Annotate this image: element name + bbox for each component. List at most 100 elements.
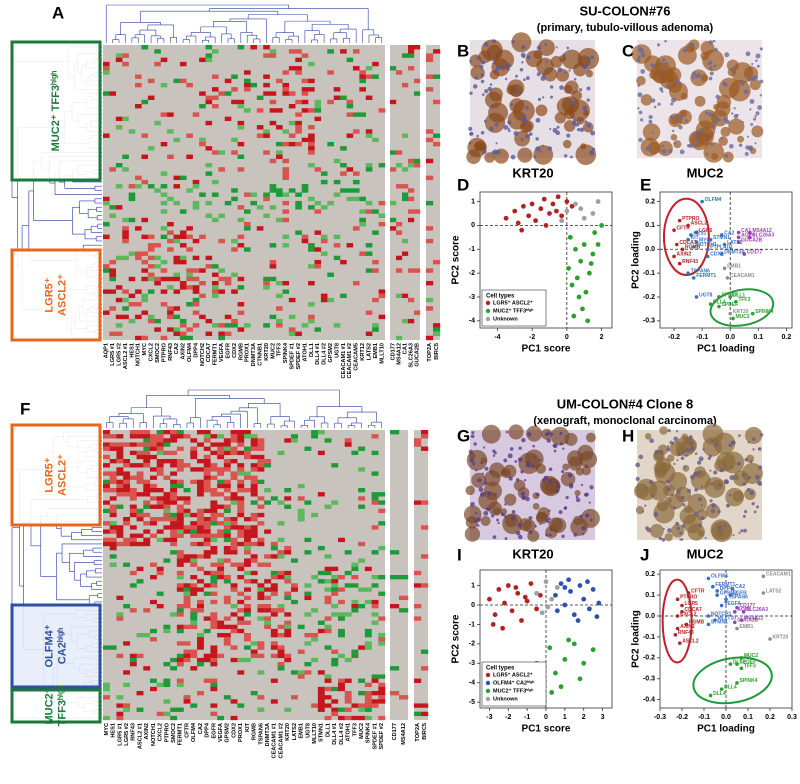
heatmap-cell [426, 137, 434, 143]
heatmap-cell [163, 558, 171, 563]
nucleus [495, 149, 501, 155]
heatmap-cell [123, 442, 131, 447]
heatmap-cell [129, 537, 137, 543]
heatmap-cell [109, 434, 117, 439]
heatmap-cell [176, 562, 184, 567]
heatmap-cell [344, 691, 352, 696]
heatmap-cell [346, 99, 354, 105]
heatmap-cell [295, 200, 302, 206]
stain-blob [664, 533, 673, 542]
nucleus [525, 134, 530, 139]
heatmap-cell [264, 459, 272, 464]
heatmap-cell [147, 234, 155, 240]
nucleus [503, 458, 508, 463]
heatmap-cell [217, 483, 225, 489]
gene-label: DLL4 #2 [322, 343, 328, 365]
heatmap-cell [301, 184, 309, 189]
heatmap-cell [176, 558, 184, 563]
nucleus [469, 457, 475, 463]
heatmap-cell [244, 222, 251, 227]
nucleus [484, 466, 489, 471]
nucleus [473, 442, 477, 446]
stain-blob [481, 424, 501, 444]
point-label: TSPAN6 [729, 595, 749, 601]
heatmap-cell [237, 541, 245, 547]
y-tick-label: 0.1 [645, 592, 655, 599]
heatmap-cell [378, 633, 386, 638]
nucleus [490, 514, 495, 518]
heatmap-cell [129, 508, 137, 514]
stain-blob [712, 479, 724, 491]
heatmap-cell [218, 331, 225, 336]
heatmap-cell [205, 255, 213, 261]
heatmap [390, 45, 421, 341]
heatmap-cell [358, 496, 366, 501]
heatmap-cell [186, 268, 193, 273]
nucleus [563, 154, 568, 158]
heatmap-cell [128, 196, 136, 202]
heatmap-cell [320, 293, 328, 299]
heatmap-cell [372, 327, 379, 332]
nucleus [533, 155, 537, 159]
stain-blob [550, 517, 567, 534]
heatmap-cell [183, 604, 191, 609]
heatmap-cell [338, 628, 345, 634]
data-point [528, 581, 534, 587]
nucleus [565, 441, 569, 444]
heatmap-cell [340, 171, 347, 176]
heatmap-cell [143, 666, 151, 671]
heatmap-cell [179, 175, 187, 181]
heatmap-cell [218, 335, 225, 341]
heatmap-cell [270, 633, 278, 638]
cluster-label: ASCL2⁺ [56, 274, 68, 316]
nucleus [666, 487, 672, 492]
heatmap-cell [304, 641, 312, 646]
heatmap-cell [338, 686, 345, 692]
heatmap-cell [136, 517, 144, 522]
gene-label: EGFR [225, 343, 231, 359]
nucleus [483, 446, 486, 449]
heatmap-cell [211, 179, 219, 185]
heatmap-cell [109, 479, 117, 485]
heatmap-cell [396, 335, 403, 341]
heatmap-cell [256, 226, 264, 231]
nucleus [522, 116, 527, 122]
heatmap-cell [295, 120, 302, 126]
heatmap-cell [170, 471, 178, 476]
heatmap-cell [123, 517, 131, 522]
heatmap-cell [203, 616, 211, 621]
heatmap-cell [183, 583, 191, 588]
heatmap-cell [340, 49, 347, 54]
heatmap-cell [270, 591, 278, 596]
gene-label: RGMB [238, 343, 244, 360]
x-tick-label: -0.2 [676, 714, 688, 721]
heatmap-cell [224, 91, 232, 96]
heatmap-cell [244, 558, 251, 563]
heatmap-cell [143, 446, 151, 451]
heatmap-cell [170, 463, 178, 468]
heatmap-cell [426, 306, 434, 311]
heatmap-cell [421, 649, 429, 654]
heatmap-cell [123, 475, 131, 480]
nucleus [532, 444, 536, 448]
nucleus [717, 525, 723, 531]
heatmap-cell [190, 666, 198, 671]
heatmap-cell [230, 438, 238, 443]
heatmap-cell [154, 61, 161, 67]
point-label: DLL4 [713, 299, 726, 305]
heatmap-cell [190, 562, 198, 567]
heatmap-cell [269, 158, 277, 164]
data-point [585, 579, 590, 585]
heatmap-cell [230, 657, 238, 663]
heatmap-cell [237, 483, 245, 489]
heatmap-cell [176, 612, 184, 617]
heatmap-cell [217, 450, 225, 456]
heatmap-cell [129, 434, 137, 439]
heatmap-cell [396, 230, 403, 235]
heatmap-cell [116, 442, 124, 447]
heatmap-cell [123, 479, 131, 485]
heatmap-cell [414, 500, 422, 505]
heatmap-cell [396, 150, 403, 155]
